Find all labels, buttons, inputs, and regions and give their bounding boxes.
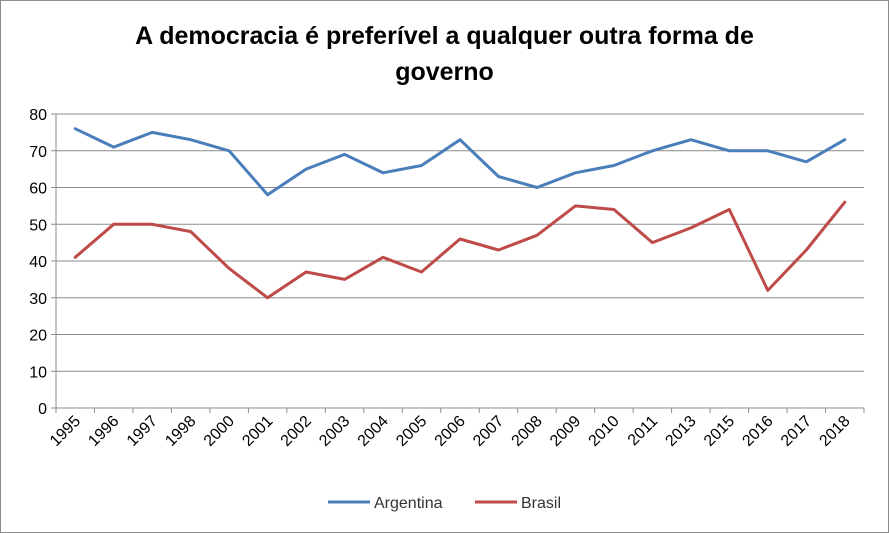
series-line-argentina	[73, 127, 847, 197]
x-tick-label: 2003	[316, 413, 353, 450]
y-tick-label: 80	[29, 107, 47, 124]
x-tick-label: 1998	[162, 413, 199, 450]
series-line-brasil	[73, 200, 847, 300]
x-tick-label: 2017	[778, 413, 815, 450]
x-tick-label: 2010	[586, 413, 623, 450]
x-tick-labels: 1995 1996 1997 1998 2000 2001 2002 2003 2004 2005…	[47, 413, 854, 450]
x-tick-label: 1995	[47, 413, 84, 450]
axes	[51, 113, 865, 413]
x-tick-label: 2008	[509, 413, 546, 450]
x-tick-label: 2009	[547, 413, 584, 450]
x-tick-label: 2002	[278, 413, 315, 450]
x-tick-label: 2005	[393, 413, 430, 450]
y-tick-label: 50	[29, 217, 47, 234]
x-tick-label: 2018	[816, 413, 853, 450]
x-tick-label: 2015	[701, 413, 738, 450]
chart-title: A democracia é preferível a qualquer out…	[135, 22, 754, 86]
x-tick-label: 2011	[625, 413, 661, 449]
legend: Argentina Brasil	[328, 495, 561, 512]
y-tick-label: 0	[38, 401, 47, 418]
y-tick-label: 40	[29, 254, 47, 271]
legend-label-brasil: Brasil	[521, 495, 561, 512]
y-tick-labels: 0 10 20 30 40 50 60 70 80	[29, 107, 47, 418]
series-lines	[73, 127, 847, 300]
y-tick-label: 30	[29, 291, 47, 308]
x-tick-label: 2013	[662, 413, 699, 450]
y-tick-label: 60	[29, 181, 47, 198]
x-tick-label: 2000	[201, 413, 238, 450]
y-tick-label: 20	[29, 328, 47, 345]
x-tick-label: 2006	[432, 413, 469, 450]
legend-label-argentina: Argentina	[374, 495, 443, 512]
x-tick-label: 1996	[85, 413, 122, 450]
x-tick-label: 2016	[739, 413, 776, 450]
y-tick-label: 10	[29, 364, 47, 381]
x-tick-label: 2007	[470, 413, 507, 450]
y-tick-label: 70	[29, 144, 47, 161]
gridlines	[56, 113, 864, 372]
x-tick-label: 2001	[239, 413, 276, 450]
x-tick-label: 1997	[124, 413, 161, 450]
x-tick-label: 2004	[355, 413, 392, 450]
